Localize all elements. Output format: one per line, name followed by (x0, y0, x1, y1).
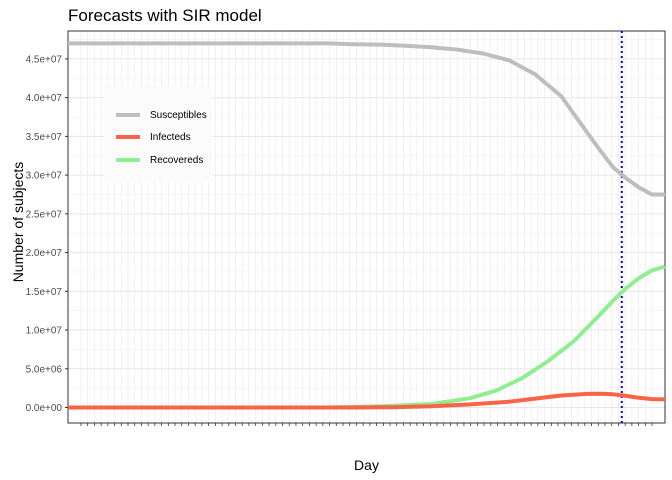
legend-item-infecteds: Infecteds (116, 128, 191, 146)
y-tick-label: 3.0e+07 (26, 171, 63, 182)
legend-swatch-infecteds (116, 135, 140, 139)
y-tick-label: 2.5e+07 (26, 209, 63, 220)
x-axis (80, 423, 653, 426)
y-tick-label: 4.0e+07 (26, 93, 63, 104)
legend-swatch-susceptibles (116, 113, 140, 117)
legend-label-infecteds: Infecteds (150, 131, 191, 143)
major-gridlines (68, 31, 665, 423)
y-tick-label: 0.0e+00 (26, 403, 63, 414)
y-tick-label: 2.0e+07 (26, 248, 63, 259)
legend-swatch-recovereds (116, 158, 140, 162)
legend-item-recovereds: Recovereds (116, 151, 203, 169)
legend-item-susceptibles: Susceptibles (116, 106, 207, 124)
series-line-recovereds (68, 264, 666, 410)
legend-label-recovereds: Recovereds (150, 154, 204, 166)
y-tick-label: 5.0e+06 (26, 364, 63, 375)
y-axis-label: Number of subjects (10, 161, 26, 283)
chart-title: Forecasts with SIR model (68, 6, 262, 25)
series-layer (68, 41, 666, 410)
x-axis-label: Day (354, 457, 379, 473)
y-tick-label: 4.5e+07 (26, 54, 63, 65)
plot-panel-border (67, 30, 666, 424)
series-line-susceptibles (68, 41, 665, 197)
legend-label-susceptibles: Susceptibles (150, 109, 207, 121)
series-line-infecteds (68, 391, 666, 410)
legend: Susceptibles Infecteds Recovereds (104, 86, 212, 182)
y-tick-label: 1.5e+07 (26, 287, 63, 298)
y-tick-label: 3.5e+07 (26, 132, 63, 143)
y-tick-label: 1.0e+07 (26, 326, 63, 337)
y-axis: 0.0e+00 5.0e+06 1.0e+07 1.5e+07 2.0e+07 2.5e+… (26, 54, 68, 414)
